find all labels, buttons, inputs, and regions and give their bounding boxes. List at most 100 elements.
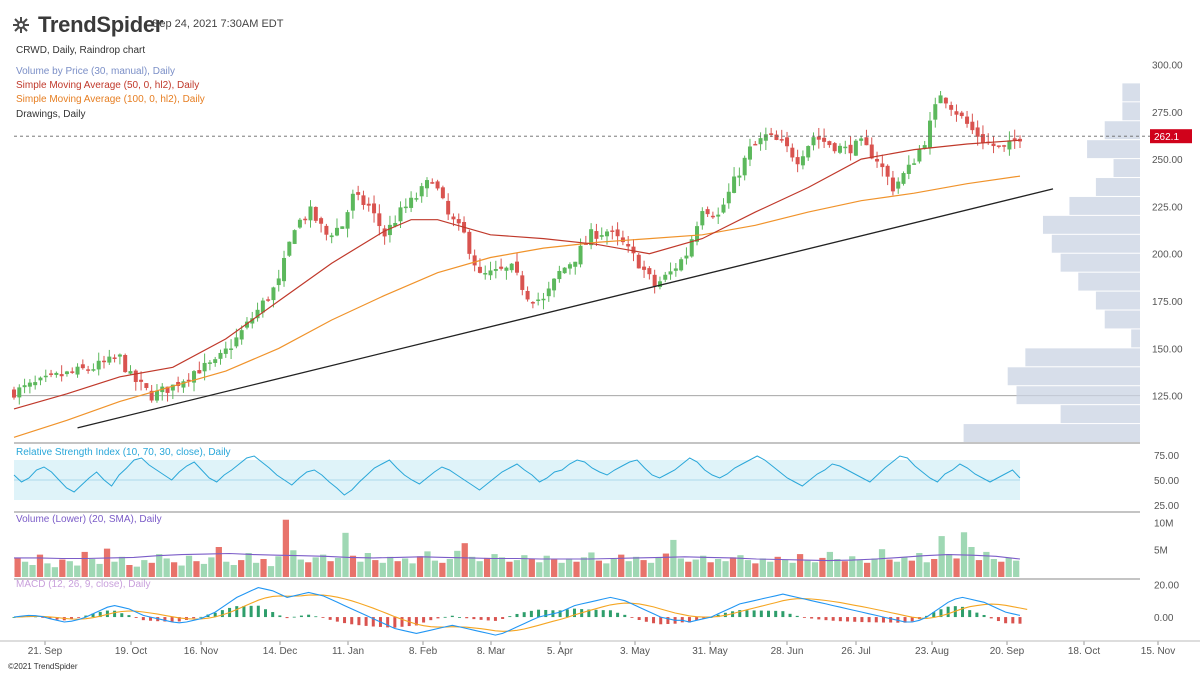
macd-histogram-bar-95	[695, 617, 699, 621]
legend-rsi[interactable]: Relative Strength Index (10, 70, 30, clo…	[16, 447, 231, 458]
candle-body-130	[700, 211, 705, 226]
x-tick-12: 23. Aug	[915, 646, 949, 657]
volume-bar-103	[782, 559, 789, 577]
macd-histogram-bar-10	[84, 615, 88, 618]
macd-histogram-bar-31	[235, 606, 239, 618]
candle-body-181	[970, 121, 975, 131]
candle-body-2	[22, 385, 27, 388]
volume-bar-116	[878, 549, 886, 577]
volume-bar-76	[580, 557, 588, 577]
macd-histogram-bar-14	[113, 610, 117, 618]
volume-bar-75	[573, 561, 580, 577]
candle-body-45	[250, 318, 255, 324]
candle-body-187	[1002, 145, 1007, 147]
candle-body-40	[223, 348, 228, 354]
macd-histogram-bar-59	[436, 617, 440, 619]
candle-body-186	[996, 145, 1001, 147]
macd-histogram-bar-53	[393, 617, 397, 628]
candle-body-51	[282, 257, 287, 282]
volume-bar-42	[327, 561, 334, 577]
candle-body-179	[959, 112, 964, 117]
volume-bar-119	[901, 557, 908, 577]
volume-y-tick-1: 10M	[1154, 518, 1173, 529]
candle-body-57	[313, 206, 318, 221]
volume-bar-58	[446, 559, 453, 577]
vbp-bar-16	[1104, 121, 1140, 140]
volume-bar-66	[506, 561, 513, 577]
macd-histogram-bar-129	[939, 609, 943, 618]
candle-body-25	[144, 383, 149, 388]
macd-histogram-bar-65	[479, 617, 483, 620]
macd-histogram-bar-40	[299, 615, 303, 618]
candle-body-90	[488, 270, 493, 276]
macd-histogram-bar-110	[802, 617, 806, 618]
legend-volume-by-price[interactable]: Volume by Price (30, manual), Daily	[16, 66, 175, 77]
macd-histogram-bar-105	[767, 610, 770, 618]
macd-histogram-bar-21	[163, 617, 167, 622]
volume-bar-121	[916, 553, 923, 577]
macd-histogram-bar-23	[177, 617, 181, 622]
vbp-bar-17	[1122, 102, 1140, 121]
candle-body-64	[350, 193, 355, 211]
macd-histogram-bar-78	[572, 608, 576, 618]
candle-body-37	[207, 362, 212, 364]
legend-main-title[interactable]: CRWD, Daily, Raindrop chart	[16, 45, 146, 56]
candle-body-16	[96, 360, 101, 370]
volume-bar-109	[826, 551, 834, 577]
candle-body-36	[202, 362, 207, 372]
volume-bar-98	[744, 560, 752, 577]
legend-volume[interactable]: Volume (Lower) (20, SMA), Daily	[16, 514, 162, 525]
legend-drawings[interactable]: Drawings, Daily	[16, 109, 86, 120]
candle-body-31	[176, 382, 181, 386]
candle-body-188	[1007, 140, 1012, 150]
candle-body-156	[837, 145, 842, 153]
candle-body-137	[737, 175, 742, 178]
volume-bar-83	[633, 556, 640, 577]
macd-histogram-bar-86	[630, 617, 634, 618]
candle-body-58	[319, 218, 324, 224]
macd-histogram-bar-44	[328, 617, 332, 620]
candle-body-44	[244, 321, 249, 328]
candle-body-118	[636, 254, 641, 269]
candle-body-56	[308, 206, 313, 221]
vbp-bar-3	[1007, 367, 1140, 386]
macd-histogram-bar-89	[652, 617, 656, 624]
rsi-y-tick-0: 25.00	[1154, 501, 1179, 512]
candle-body-164	[880, 163, 885, 168]
candle-body-39	[218, 352, 223, 359]
volume-bar-48	[372, 560, 379, 577]
vbp-bar-4	[1025, 348, 1140, 367]
volume-bar-132	[998, 561, 1005, 577]
candle-body-160	[859, 138, 864, 141]
macd-histogram-bar-63	[465, 617, 469, 619]
legend-sma-50[interactable]: Simple Moving Average (50, 0, hl2), Dail…	[16, 80, 200, 91]
candle-body-134	[721, 204, 726, 213]
candle-body-35	[197, 370, 202, 374]
price-y-tick-6: 275.00	[1152, 108, 1183, 119]
vbp-bar-2	[1016, 386, 1140, 405]
macd-histogram-bar-111	[810, 617, 814, 619]
brand-name: TrendSpider	[38, 12, 164, 37]
volume-bar-90	[685, 561, 692, 577]
candle-body-23	[133, 370, 138, 382]
volume-bar-41	[320, 554, 327, 577]
candle-body-83	[451, 216, 456, 220]
volume-bar-57	[439, 562, 446, 577]
volume-bar-29	[230, 565, 237, 577]
volume-bar-46	[357, 561, 364, 577]
candle-body-38	[213, 359, 218, 363]
volume-bar-105	[796, 554, 804, 577]
macd-histogram-bar-57	[422, 617, 426, 623]
candle-body-107	[578, 245, 583, 265]
volume-bar-65	[498, 557, 506, 577]
macd-histogram-bar-39	[292, 616, 296, 618]
vbp-bar-15	[1087, 140, 1140, 159]
legend-sma-100[interactable]: Simple Moving Average (100, 0, hl2), Dai…	[16, 94, 205, 105]
macd-histogram-bar-71	[522, 612, 526, 618]
volume-bar-59	[454, 550, 461, 577]
legend-macd[interactable]: MACD (12, 26, 9, close), Daily	[16, 579, 151, 590]
volume-bar-33	[260, 559, 267, 577]
candle-body-157	[843, 146, 848, 149]
candle-body-125	[673, 268, 678, 271]
